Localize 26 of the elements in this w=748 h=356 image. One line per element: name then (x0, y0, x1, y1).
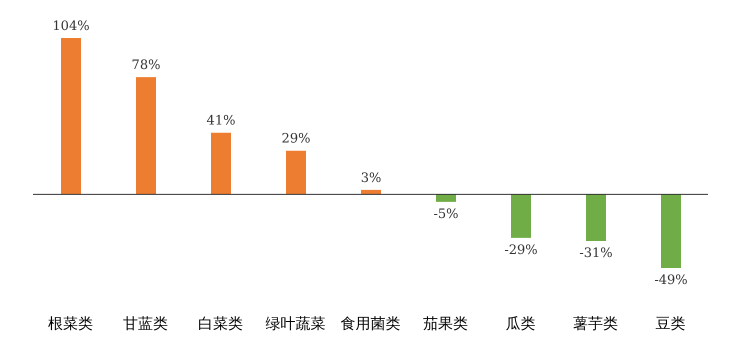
x-tick-label: 薯芋类 (573, 314, 618, 333)
bar (586, 194, 606, 241)
x-tick-label: 甘蓝类 (123, 314, 168, 333)
data-label: 29% (282, 132, 310, 147)
data-label: 104% (52, 19, 90, 34)
bar (211, 132, 231, 194)
bar (136, 77, 156, 194)
x-tick-label: 根菜类 (48, 314, 93, 333)
data-label: -49% (654, 273, 688, 288)
x-tick-label: 瓜类 (506, 314, 536, 333)
data-label: -31% (579, 246, 613, 261)
bar (436, 194, 456, 202)
data-label: -29% (504, 242, 538, 258)
x-tick-label: 绿叶蔬菜 (266, 314, 326, 333)
bar (661, 194, 681, 268)
bar (511, 194, 531, 238)
x-tick-label: 食用菌类 (340, 314, 400, 333)
bar (61, 38, 81, 194)
data-label: 41% (206, 114, 236, 129)
x-tick-label: 茄果类 (423, 314, 468, 333)
data-label: 78% (132, 58, 160, 74)
bar (286, 150, 306, 194)
data-label: -5% (433, 206, 459, 222)
data-label: 3% (360, 170, 382, 186)
x-tick-label: 豆类 (656, 314, 686, 333)
x-tick-label: 白菜类 (198, 314, 243, 333)
